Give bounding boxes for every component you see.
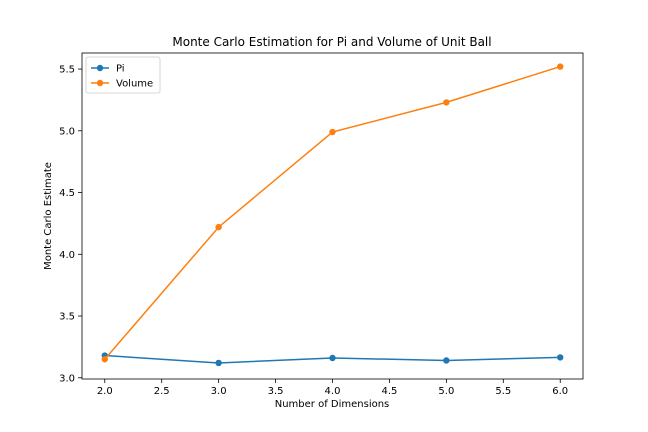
data-point-pi — [557, 354, 564, 361]
y-axis-label: Monte Carlo Estimate — [43, 162, 54, 270]
x-tick-label: 3.5 — [268, 386, 284, 397]
legend-marker-pi — [96, 64, 104, 72]
data-point-volume — [557, 63, 564, 70]
x-tick-label: 2.0 — [97, 386, 113, 397]
data-point-volume — [329, 128, 336, 136]
y-tick-label: 3.5 — [59, 312, 75, 323]
data-point-pi — [443, 357, 450, 364]
x-tick-label: 4.5 — [381, 386, 397, 397]
x-tick-label: 2.5 — [154, 386, 170, 397]
x-tick-label: 5.5 — [495, 386, 511, 397]
data-point-volume — [101, 356, 108, 363]
data-point-pi — [215, 359, 222, 367]
legend-label-pi: Pi — [116, 64, 125, 75]
x-tick-label: 6.0 — [552, 386, 568, 397]
legend-marker-volume — [96, 79, 104, 87]
legend-box — [85, 56, 161, 94]
data-point-volume — [215, 223, 222, 231]
y-tick-label: 5.0 — [59, 126, 75, 137]
y-tick-label: 4.0 — [59, 250, 75, 261]
legend-label-volume: Volume — [116, 79, 153, 90]
x-axis-label: Number of Dimensions — [275, 399, 390, 410]
x-tick-label: 3.0 — [211, 386, 227, 397]
chart-title: Monte Carlo Estimation for Pi and Volume… — [172, 35, 491, 49]
y-tick-label: 5.5 — [59, 65, 75, 76]
data-point-pi — [329, 354, 336, 362]
y-tick-label: 4.5 — [59, 188, 75, 199]
y-tick-label: 3.0 — [59, 373, 75, 384]
data-point-volume — [443, 99, 450, 106]
plot-area: 2.0 2.5 3.0 3.5 4.0 4.5 5.0 5.5 6.0 3.0 3.5 4.0 4.5 5… — [59, 52, 584, 397]
x-tick-label: 4.0 — [325, 386, 341, 397]
axes-frame — [81, 52, 584, 380]
x-tick-label: 5.0 — [438, 386, 454, 397]
